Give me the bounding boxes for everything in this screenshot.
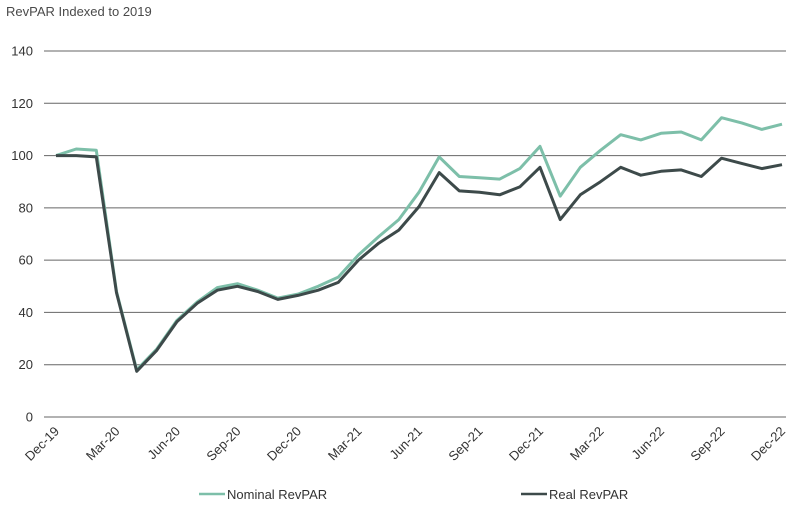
x-tick-label: Dec-22 xyxy=(748,424,788,464)
y-tick-label: 40 xyxy=(19,305,33,320)
x-axis-ticks: Dec-19 Mar-20 Jun-20 Sep-20 Dec-20 Mar-21 Jun-… xyxy=(22,424,788,464)
x-tick-label: Jun-22 xyxy=(628,424,667,463)
series-lines xyxy=(55,116,783,373)
x-tick-label: Mar-20 xyxy=(83,424,123,464)
x-tick-label: Jun-20 xyxy=(144,424,183,463)
y-tick-label: 140 xyxy=(11,44,33,59)
x-tick-label: Dec-19 xyxy=(22,424,62,464)
x-tick-label: Mar-21 xyxy=(325,424,365,464)
gridlines xyxy=(44,50,786,418)
y-tick-label: 100 xyxy=(11,148,33,163)
x-tick-label: Dec-20 xyxy=(264,424,304,464)
y-tick-label: 80 xyxy=(19,200,33,215)
y-tick-label: 20 xyxy=(19,357,33,372)
y-axis-ticks: 0 20 40 60 80 100 120 140 xyxy=(11,44,33,425)
x-tick-label: Sep-21 xyxy=(445,424,485,464)
x-tick-label: Sep-22 xyxy=(687,424,727,464)
x-tick-label: Jun-21 xyxy=(386,424,425,463)
x-tick-label: Sep-20 xyxy=(203,424,243,464)
legend-label-real-revpar: Real RevPAR xyxy=(549,487,628,502)
y-tick-label: 60 xyxy=(19,253,33,268)
series-line-real-revpar xyxy=(56,154,783,373)
legend-label-nominal-revpar: Nominal RevPAR xyxy=(227,487,327,502)
y-tick-label: 120 xyxy=(11,96,33,111)
x-tick-label: Mar-22 xyxy=(567,424,607,464)
chart-title: RevPAR Indexed to 2019 xyxy=(6,4,152,19)
y-tick-label: 0 xyxy=(26,410,33,425)
legend: Nominal RevPAR Real RevPAR xyxy=(199,487,628,502)
x-tick-label: Dec-21 xyxy=(506,424,546,464)
